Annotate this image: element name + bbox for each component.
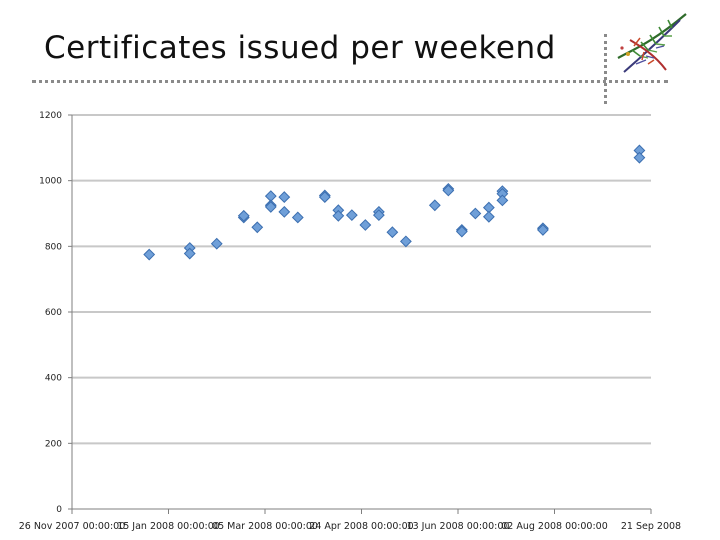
x-tick-label-0: 26 Nov 2007 00:00:00 — [19, 521, 126, 532]
y-tick-label-2: 400 — [45, 374, 62, 384]
data-point-20 — [372, 209, 385, 222]
data-point-27 — [455, 225, 468, 238]
x-tick-label-6: 21 Sep 2008 — [621, 521, 681, 532]
data-point-14 — [318, 191, 331, 203]
fern-logo-icon — [617, 13, 687, 73]
data-point-12 — [291, 211, 304, 224]
data-point-5 — [237, 209, 250, 222]
x-tick-label-3: 24 Apr 2008 00:00:00 — [309, 521, 413, 532]
y-tick-label-5: 1000 — [39, 177, 62, 187]
axes — [68, 114, 652, 514]
y-tick-label-4: 800 — [45, 242, 62, 252]
data-point-11 — [278, 205, 291, 218]
data-point-18 — [359, 219, 372, 231]
data-point-0 — [143, 248, 156, 261]
y-tick-label-6: 1200 — [39, 111, 62, 121]
data-point-37 — [633, 151, 646, 164]
x-tick-label-1: 15 Jan 2008 00:00:00 — [117, 521, 220, 532]
title-divider — [32, 80, 668, 83]
data-point-9 — [264, 201, 277, 213]
y-tick-label-1: 200 — [45, 439, 62, 449]
data-point-21 — [386, 226, 399, 239]
y-tick-labels: 0 200 400 600 800 1000 1200 — [39, 111, 62, 515]
logo-divider — [604, 34, 607, 104]
data-point-25 — [442, 184, 455, 197]
data-point-35 — [537, 224, 549, 236]
data-points — [143, 144, 646, 261]
data-point-16 — [332, 209, 345, 222]
data-point-33 — [496, 194, 509, 207]
data-point-23 — [428, 199, 441, 212]
x-tick-label-2: 05 Mar 2008 00:00:00 — [212, 521, 318, 532]
x-tick-label-5: 02 Aug 2008 00:00:00 — [501, 521, 608, 532]
data-point-28 — [469, 207, 482, 220]
data-point-30 — [482, 210, 495, 223]
data-point-22 — [399, 235, 412, 248]
y-tick-label-0: 0 — [56, 505, 62, 515]
grid-lines — [72, 114, 651, 445]
data-point-17 — [345, 209, 358, 222]
data-point-2 — [183, 247, 196, 260]
x-tick-label-4: 13 Jun 2008 00:00:00 — [407, 521, 510, 532]
data-point-3 — [210, 237, 223, 250]
data-point-10 — [278, 191, 291, 203]
y-tick-label-3: 600 — [45, 308, 62, 318]
slide-title: Certificates issued per weekend — [44, 30, 556, 66]
data-point-6 — [251, 221, 264, 234]
